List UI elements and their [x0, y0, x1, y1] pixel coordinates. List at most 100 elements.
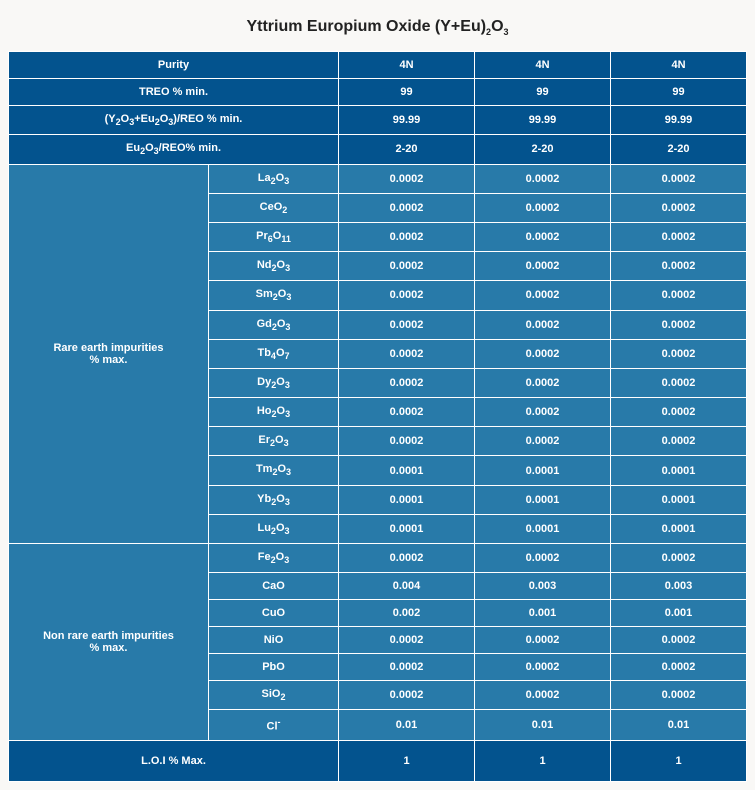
rare-val-0-2: 0.0002 [611, 164, 747, 193]
title-sub2: 3 [504, 27, 509, 37]
page-title: Yttrium Europium Oxide (Y+Eu)2O3 [8, 8, 747, 51]
rare-val-0-0: 0.0002 [339, 164, 475, 193]
rare-val-10-0: 0.0001 [339, 456, 475, 485]
nonrare-val-1-0: 0.004 [339, 573, 475, 600]
rare-val-1-1: 0.0002 [475, 193, 611, 222]
header-treo: TREO % min. [9, 79, 339, 106]
rare-val-1-2: 0.0002 [611, 193, 747, 222]
eu-2: 2-20 [611, 135, 747, 164]
rare-val-3-1: 0.0002 [475, 252, 611, 281]
rare-compound-2: Pr6O11 [209, 222, 339, 251]
nonrare-val-0-0: 0.0002 [339, 544, 475, 573]
nonrare-val-0-1: 0.0002 [475, 544, 611, 573]
rare-val-9-0: 0.0002 [339, 427, 475, 456]
rare-val-11-0: 0.0001 [339, 485, 475, 514]
nonrare-val-2-1: 0.001 [475, 600, 611, 627]
rare-val-6-1: 0.0002 [475, 339, 611, 368]
header-eu: Eu2O3/REO% min. [9, 135, 339, 164]
grade-2: 4N [611, 52, 747, 79]
eu-0: 2-20 [339, 135, 475, 164]
rare-val-11-2: 0.0001 [611, 485, 747, 514]
nonrare-val-2-0: 0.002 [339, 600, 475, 627]
rare-val-2-2: 0.0002 [611, 222, 747, 251]
grade-0: 4N [339, 52, 475, 79]
rare-val-1-0: 0.0002 [339, 193, 475, 222]
rare-val-8-0: 0.0002 [339, 398, 475, 427]
rare-val-6-2: 0.0002 [611, 339, 747, 368]
rare-compound-11: Yb2O3 [209, 485, 339, 514]
rare-val-12-2: 0.0001 [611, 514, 747, 543]
nonrare-val-4-1: 0.0002 [475, 654, 611, 681]
nonrare-compound-2: CuO [209, 600, 339, 627]
rare-compound-3: Nd2O3 [209, 252, 339, 281]
nonrare-compound-3: NiO [209, 627, 339, 654]
rare-val-7-0: 0.0002 [339, 368, 475, 397]
rare-val-2-0: 0.0002 [339, 222, 475, 251]
rare-val-10-2: 0.0001 [611, 456, 747, 485]
nonrare-val-6-2: 0.01 [611, 710, 747, 741]
nonrare-val-4-0: 0.0002 [339, 654, 475, 681]
rare-val-5-0: 0.0002 [339, 310, 475, 339]
rare-val-8-2: 0.0002 [611, 398, 747, 427]
nonrare-val-3-2: 0.0002 [611, 627, 747, 654]
rare-val-3-0: 0.0002 [339, 252, 475, 281]
title-mid: O [491, 18, 503, 35]
nonrare-val-3-0: 0.0002 [339, 627, 475, 654]
nonrare-val-1-2: 0.003 [611, 573, 747, 600]
nonrare-val-2-2: 0.001 [611, 600, 747, 627]
rare-val-12-0: 0.0001 [339, 514, 475, 543]
rare-val-0-1: 0.0002 [475, 164, 611, 193]
rare-val-4-1: 0.0002 [475, 281, 611, 310]
rare-val-5-2: 0.0002 [611, 310, 747, 339]
header-rare: Rare earth impurities% max. [9, 164, 209, 543]
rare-val-11-1: 0.0001 [475, 485, 611, 514]
rare-val-9-2: 0.0002 [611, 427, 747, 456]
rare-compound-7: Dy2O3 [209, 368, 339, 397]
nonrare-val-3-1: 0.0002 [475, 627, 611, 654]
rare-compound-12: Lu2O3 [209, 514, 339, 543]
rare-val-9-1: 0.0002 [475, 427, 611, 456]
grade-1: 4N [475, 52, 611, 79]
nonrare-val-5-0: 0.0002 [339, 681, 475, 710]
nonrare-compound-6: Cl- [209, 710, 339, 741]
rare-val-12-1: 0.0001 [475, 514, 611, 543]
rare-val-6-0: 0.0002 [339, 339, 475, 368]
loi-1: 1 [475, 741, 611, 782]
rare-compound-10: Tm2O3 [209, 456, 339, 485]
spec-table: Purity4N4N4NTREO % min.999999(Y2O3+Eu2O3… [8, 51, 747, 782]
nonrare-val-4-2: 0.0002 [611, 654, 747, 681]
rare-val-7-1: 0.0002 [475, 368, 611, 397]
eu-1: 2-20 [475, 135, 611, 164]
treo-1: 99 [475, 79, 611, 106]
rare-compound-8: Ho2O3 [209, 398, 339, 427]
nonrare-compound-0: Fe2O3 [209, 544, 339, 573]
ratio-0: 99.99 [339, 106, 475, 135]
title-text: Yttrium Europium Oxide (Y+Eu) [246, 18, 486, 35]
header-purity: Purity [9, 52, 339, 79]
rare-compound-4: Sm2O3 [209, 281, 339, 310]
rare-val-5-1: 0.0002 [475, 310, 611, 339]
loi-2: 1 [611, 741, 747, 782]
nonrare-compound-1: CaO [209, 573, 339, 600]
rare-val-10-1: 0.0001 [475, 456, 611, 485]
rare-val-8-1: 0.0002 [475, 398, 611, 427]
ratio-2: 99.99 [611, 106, 747, 135]
nonrare-val-5-1: 0.0002 [475, 681, 611, 710]
header-loi: L.O.I % Max. [9, 741, 339, 782]
rare-val-4-2: 0.0002 [611, 281, 747, 310]
nonrare-val-6-0: 0.01 [339, 710, 475, 741]
header-nonrare: Non rare earth impurities% max. [9, 544, 209, 741]
rare-val-7-2: 0.0002 [611, 368, 747, 397]
nonrare-compound-4: PbO [209, 654, 339, 681]
rare-val-2-1: 0.0002 [475, 222, 611, 251]
nonrare-val-6-1: 0.01 [475, 710, 611, 741]
rare-compound-9: Er2O3 [209, 427, 339, 456]
treo-0: 99 [339, 79, 475, 106]
rare-compound-1: CeO2 [209, 193, 339, 222]
treo-2: 99 [611, 79, 747, 106]
nonrare-val-1-1: 0.003 [475, 573, 611, 600]
nonrare-val-0-2: 0.0002 [611, 544, 747, 573]
nonrare-val-5-2: 0.0002 [611, 681, 747, 710]
loi-0: 1 [339, 741, 475, 782]
rare-val-3-2: 0.0002 [611, 252, 747, 281]
